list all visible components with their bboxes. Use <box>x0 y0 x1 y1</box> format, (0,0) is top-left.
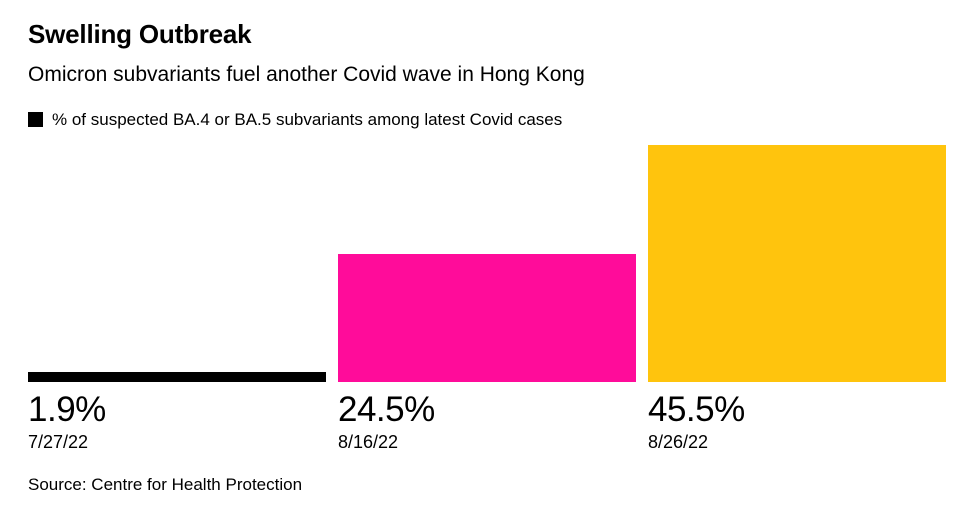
bar-date-label: 8/16/22 <box>338 432 399 453</box>
bar-track <box>28 145 326 382</box>
bar-column: 1.9% 7/27/22 <box>28 145 326 453</box>
bar-8/16/22 <box>338 253 636 382</box>
legend-swatch-icon <box>28 112 43 128</box>
legend-label: % of suspected BA.4 or BA.5 subvariants … <box>52 109 563 129</box>
bar-column: 24.5% 8/16/22 <box>338 145 636 453</box>
source-note: Source: Centre for Health Protection <box>28 474 303 494</box>
bar-column: 45.5% 8/26/22 <box>648 144 946 453</box>
bar-8/26/22 <box>648 144 946 382</box>
bar-date-label: 7/27/22 <box>28 432 89 453</box>
chart-subtitle: Omicron subvariants fuel another Covid w… <box>28 62 585 86</box>
legend: % of suspected BA.4 or BA.5 subvariants … <box>28 110 946 130</box>
bar-value-label: 45.5% <box>648 389 745 429</box>
bar-chart: 1.9% 7/27/22 24.5% 8/16/22 45.5% 8/26/22 <box>28 144 946 453</box>
bar-7/27/22 <box>28 371 326 382</box>
bar-date-label: 8/26/22 <box>648 432 709 453</box>
bar-track <box>648 144 946 382</box>
bar-value-label: 1.9% <box>28 389 106 429</box>
chart-title: Swelling Outbreak <box>28 19 252 49</box>
bar-track <box>338 145 636 382</box>
bar-value-label: 24.5% <box>338 389 435 429</box>
